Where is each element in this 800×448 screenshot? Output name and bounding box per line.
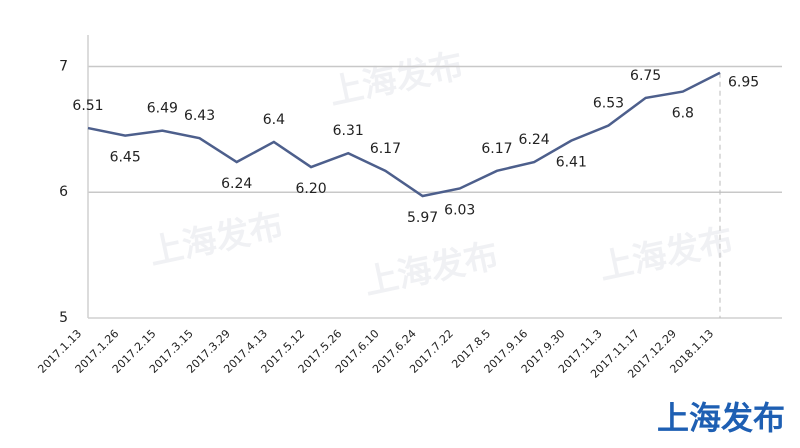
data-label: 6.24 <box>519 132 550 148</box>
logo: 上海发布 <box>657 399 785 437</box>
data-label: 6.75 <box>630 68 661 84</box>
data-label: 6.43 <box>184 108 215 124</box>
data-label: 6.45 <box>110 150 141 166</box>
data-label: 6.41 <box>556 155 587 171</box>
data-label: 6.51 <box>72 98 103 114</box>
data-label: 6.17 <box>370 141 401 157</box>
data-label: 6.8 <box>672 106 694 122</box>
data-label: 5.97 <box>407 210 438 226</box>
line <box>87 71 721 198</box>
watermark: 上海发布 <box>326 46 467 113</box>
data-label: 6.31 <box>333 123 364 139</box>
data-label: 6.49 <box>147 101 178 117</box>
y-tick-label: 7 <box>59 58 68 74</box>
data-label: 6.95 <box>728 75 759 91</box>
watermark: 上海发布 <box>146 206 287 273</box>
data-label: 6.24 <box>221 176 252 192</box>
y-tick-label: 5 <box>59 310 68 326</box>
data-label: 6.20 <box>295 181 326 197</box>
data-label: 6.03 <box>444 202 475 218</box>
data-label: 6.4 <box>263 112 285 128</box>
watermark: 上海发布 <box>596 221 737 288</box>
watermark: 上海发布 <box>361 236 502 303</box>
data-label: 6.53 <box>593 96 624 112</box>
data-label: 6.17 <box>481 141 512 157</box>
y-tick-label: 6 <box>59 184 68 200</box>
